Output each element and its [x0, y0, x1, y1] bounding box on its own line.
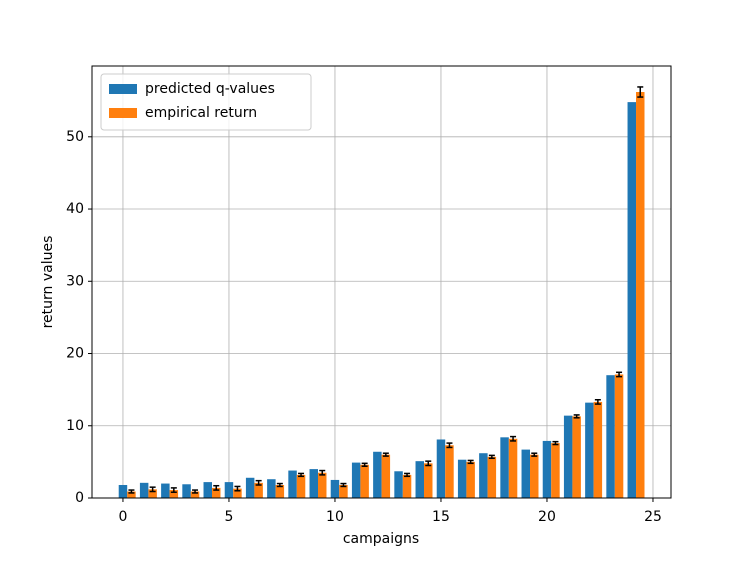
bar: [487, 456, 497, 498]
bar: [593, 401, 603, 498]
error-bar: [637, 86, 644, 98]
error-bar: [340, 482, 347, 488]
error-bar: [510, 435, 517, 442]
error-bar: [149, 486, 156, 493]
bar: [563, 415, 573, 498]
bar: [254, 482, 263, 498]
bar: [211, 487, 221, 498]
bar: [394, 471, 403, 498]
y-tick-label: 0: [75, 490, 84, 506]
bar: [614, 374, 624, 498]
bar: [309, 469, 319, 498]
x-tick-label: 15: [432, 509, 450, 525]
plot-frame: [91, 65, 672, 499]
bar: [500, 437, 509, 498]
bar: [457, 459, 467, 498]
error-bar: [128, 489, 135, 494]
x-tick-label: 20: [538, 509, 556, 525]
bar: [182, 484, 191, 498]
error-bar: [594, 399, 601, 405]
error-bar: [446, 442, 453, 449]
bar: [636, 92, 645, 499]
x-tick-label: 0: [118, 509, 127, 525]
x-tick-label: 5: [224, 509, 233, 525]
bar: [203, 482, 212, 498]
legend-box: [100, 73, 312, 131]
bar: [296, 474, 306, 498]
bar: [521, 449, 531, 498]
error-bar: [573, 414, 580, 419]
bar: [161, 483, 170, 498]
bar: [169, 490, 179, 498]
bar: [530, 454, 539, 498]
bar: [424, 463, 433, 498]
error-bar: [255, 479, 262, 486]
y-axis-label: return values: [40, 236, 56, 329]
error-bar: [361, 462, 368, 467]
bar: [275, 484, 285, 498]
y-tick-label: 30: [66, 273, 84, 289]
y-tick-label: 20: [66, 346, 84, 362]
bar: [415, 461, 425, 498]
bar: [381, 454, 391, 498]
bar: [551, 443, 560, 498]
error-bar: [192, 489, 199, 494]
x-tick-label: 10: [326, 509, 344, 525]
error-bar: [170, 487, 177, 493]
x-axis-label: campaigns: [343, 531, 419, 547]
bar: [373, 451, 382, 498]
error-bar: [467, 459, 474, 465]
bar: [606, 375, 615, 498]
bar: [436, 439, 446, 498]
x-tick-label: 25: [644, 509, 662, 525]
error-bar: [298, 472, 305, 478]
bar: [572, 416, 581, 498]
error-bar: [552, 440, 559, 446]
error-bar: [382, 452, 389, 457]
bar: [118, 484, 128, 498]
bar: [339, 484, 348, 498]
bar: [267, 479, 276, 498]
bar: [318, 472, 327, 498]
bar: [479, 453, 488, 498]
bar: [585, 402, 594, 498]
error-bar: [213, 484, 220, 491]
legend-label: predicted q-values: [145, 81, 275, 97]
legend-label: empirical return: [145, 105, 257, 121]
bar: [360, 464, 369, 498]
error-bar: [234, 485, 241, 492]
y-tick-label: 50: [66, 129, 84, 145]
bar: [288, 470, 297, 498]
bar: [330, 479, 340, 498]
legend-swatch: [109, 84, 137, 94]
bar: [402, 474, 412, 498]
bar: [127, 491, 136, 498]
bar: [233, 488, 242, 498]
bar: [466, 461, 475, 498]
bar: [148, 489, 157, 498]
error-bar: [319, 469, 326, 476]
error-bar: [488, 454, 495, 460]
bar: [627, 102, 637, 499]
y-tick-label: 10: [66, 418, 84, 434]
error-bar: [404, 472, 411, 478]
bar: [508, 438, 518, 498]
error-bar: [276, 482, 283, 488]
legend-swatch: [109, 108, 137, 118]
bar: [139, 482, 149, 498]
bar: [245, 477, 255, 498]
bar: [351, 462, 361, 498]
bar: [445, 445, 454, 498]
error-bar: [616, 371, 623, 378]
bar: [190, 491, 200, 498]
bar: [224, 482, 234, 498]
y-tick-label: 40: [66, 201, 84, 217]
error-bar: [531, 452, 538, 457]
bar: [542, 440, 552, 498]
error-bar: [425, 460, 432, 467]
